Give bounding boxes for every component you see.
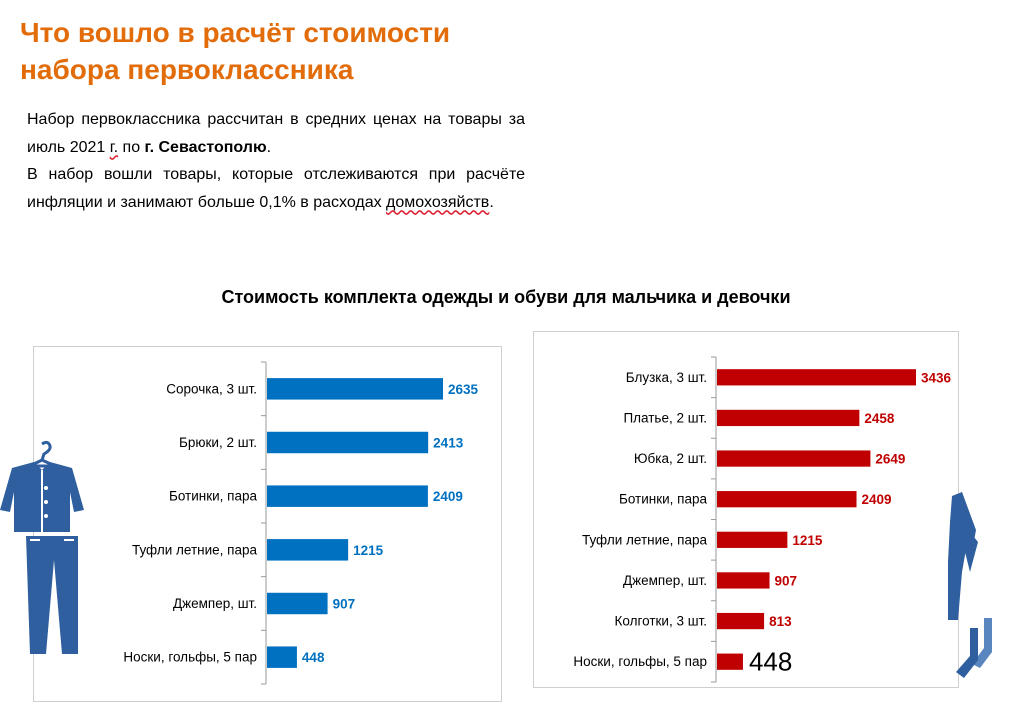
data-label: 813 [769, 614, 792, 629]
intro-p1-a: Набор первоклассника рассчитан в средних… [27, 111, 525, 156]
intro-paragraph-1: Набор первоклассника рассчитан в средних… [27, 106, 525, 161]
bar [717, 612, 765, 630]
data-label: 907 [333, 597, 356, 612]
data-label: 448 [749, 647, 792, 677]
socks-icon [956, 618, 992, 678]
bar [717, 409, 860, 427]
boy-clothes-illustration [0, 440, 84, 654]
data-label: 1215 [792, 533, 823, 548]
bar [267, 646, 297, 668]
data-label: 2409 [862, 492, 892, 507]
category-label: Носки, гольфы, 5 пар [123, 650, 257, 665]
category-label: Юбка, 2 шт. [634, 451, 707, 466]
bar [717, 531, 788, 548]
bar [267, 485, 428, 507]
bar [267, 431, 429, 454]
intro-p1-end: . [266, 138, 272, 156]
category-label: Джемпер, шт. [623, 573, 707, 588]
intro-p2-spell: домохозяйств [386, 193, 490, 211]
data-label: 2635 [448, 382, 479, 397]
bar [717, 653, 743, 670]
data-label: 2649 [875, 452, 905, 467]
category-label: Джемпер, шт. [173, 596, 257, 611]
girl-bar-chart: Блузка, 3 шт. 3436 Платье, 2 шт. 2458 Юбка, … [573, 356, 952, 683]
dress-icon [948, 492, 978, 620]
boy-chart-panel: Сорочка, 3 шт. 2635 Брюки, 2 шт. 2413 Ботинк… [33, 346, 502, 702]
bar [717, 369, 916, 386]
title-line-1: Что вошло в расчёт стоимости [20, 17, 451, 48]
category-label: Туфли летние, пара [582, 532, 708, 547]
data-label: 907 [775, 573, 798, 588]
intro-p1-g: г. [109, 138, 119, 156]
category-label: Туфли летние, пара [132, 542, 258, 557]
category-label: Сорочка, 3 шт. [166, 381, 257, 396]
title-line-2: набора первоклассника [20, 54, 354, 85]
data-label: 3436 [921, 370, 952, 385]
data-label: 1215 [353, 543, 384, 558]
intro-paragraph-2: В набор вошли товары, которые отслеживаю… [27, 161, 525, 216]
intro-p1-b: по [118, 138, 145, 156]
intro-p2-a: В набор вошли товары, которые отслеживаю… [27, 166, 525, 211]
category-label: Платье, 2 шт. [623, 410, 707, 425]
category-label: Блузка, 3 шт. [626, 370, 707, 385]
category-label: Ботинки, пара [169, 489, 258, 504]
category-label: Носки, гольфы, 5 пар [573, 654, 707, 669]
jacket-icon [0, 462, 84, 532]
data-label: 2409 [433, 489, 463, 504]
data-label: 2413 [433, 436, 464, 451]
data-label: 2458 [864, 411, 895, 426]
category-label: Ботинки, пара [619, 492, 708, 507]
intro-p2-end: . [489, 193, 494, 211]
category-label: Колготки, 3 шт. [615, 614, 707, 629]
intro-city: г. Севастополю [144, 138, 267, 156]
bar [717, 491, 857, 508]
trousers-icon [26, 536, 78, 654]
boy-bar-chart: Сорочка, 3 шт. 2635 Брюки, 2 шт. 2413 Ботинк… [123, 361, 479, 685]
page-title: Что вошло в расчёт стоимости набора перв… [20, 14, 560, 88]
hanger-icon [29, 440, 56, 468]
data-label: 448 [302, 650, 325, 665]
bar [267, 539, 349, 561]
category-label: Брюки, 2 шт. [179, 435, 257, 450]
girl-chart-panel: Блузка, 3 шт. 3436 Платье, 2 шт. 2458 Юбка, … [533, 331, 959, 688]
intro-text: Набор первоклассника рассчитан в средних… [27, 106, 525, 216]
chart-subtitle: Стоимость комплекта одежды и обуви для м… [221, 287, 791, 307]
girl-clothes-illustration [948, 492, 992, 678]
bar [267, 592, 328, 615]
bar [267, 378, 443, 400]
bar [717, 450, 871, 467]
bar [717, 572, 770, 589]
